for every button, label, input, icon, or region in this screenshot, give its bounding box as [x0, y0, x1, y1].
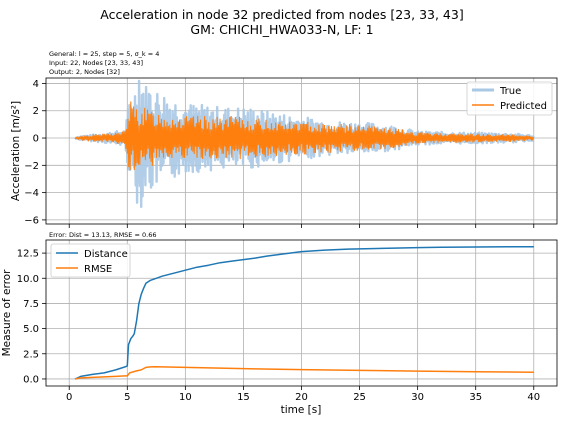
bottom-ytick-label: 2.5	[23, 349, 39, 360]
top-ytick-label: −4	[24, 188, 39, 199]
predicted-series-line	[74, 101, 535, 171]
bottom-xtick-label: 35	[469, 392, 482, 403]
info-output: Output: 2, Nodes [32]	[49, 68, 120, 76]
bottom-grid	[46, 240, 557, 386]
info-error: Error: Dist = 13.13, RMSE = 0.66	[49, 231, 156, 239]
bottom-series	[74, 245, 534, 380]
bottom-xlabel: time [s]	[281, 404, 322, 416]
legend-predicted-label: Predicted	[500, 101, 547, 112]
top-ytick-label: −2	[24, 161, 39, 172]
bottom-xtick-label: 20	[295, 392, 308, 403]
info-general: General: l = 25, step = 5, σ_k = 4	[49, 50, 159, 58]
top-series	[74, 79, 535, 209]
acceleration-panel: General: l = 25, step = 5, σ_k = 4 Input…	[10, 50, 558, 228]
bottom-xtick-label: 30	[411, 392, 424, 403]
top-ticks: 4 2 0 −2 −4 −6	[24, 79, 535, 228]
bottom-xtick-label: 15	[237, 392, 250, 403]
bottom-ytick-label: 12.5	[17, 249, 39, 260]
top-ytick-label: 2	[33, 106, 39, 117]
bottom-xtick-label: 0	[66, 392, 72, 403]
bottom-legend: Distance RMSE	[50, 243, 131, 278]
top-legend: True Predicted	[466, 81, 553, 116]
top-ytick-label: 4	[33, 79, 39, 90]
legend-rmse-label: RMSE	[84, 264, 112, 275]
info-input: Input: 22, Nodes [23, 33, 43]	[49, 59, 143, 67]
top-ytick-label: −6	[24, 215, 39, 226]
figure-title-line2: GM: CHICHI_HWA033-N, LF: 1	[190, 22, 373, 37]
bottom-xtick-label: 40	[527, 392, 540, 403]
bottom-ytick-label: 10.0	[17, 274, 39, 285]
figure-title-line1: Acceleration in node 32 predicted from n…	[100, 7, 463, 22]
top-ylabel: Acceleration [m/s²]	[10, 101, 22, 201]
bottom-ticks: 0 5 10 15 20 25 30 35 40 0.0 2.5 5.0 7.5 10.0 12.5	[17, 249, 540, 403]
bottom-xtick-label: 10	[179, 392, 192, 403]
bottom-ytick-label: 0.0	[23, 374, 39, 385]
bottom-ylabel: Measure of error	[1, 269, 13, 357]
bottom-ytick-label: 7.5	[23, 299, 39, 310]
rmse-series-line	[74, 365, 534, 380]
bottom-xtick-label: 5	[124, 392, 130, 403]
distance-series-line	[74, 245, 534, 380]
legend-distance-label: Distance	[84, 249, 128, 260]
bottom-ytick-label: 5.0	[23, 324, 39, 335]
legend-true-label: True	[499, 86, 521, 97]
bottom-xtick-label: 25	[353, 392, 366, 403]
error-panel: Error: Dist = 13.13, RMSE = 0.66 0 5 10 15 2…	[1, 231, 558, 416]
top-ytick-label: 0	[33, 134, 39, 145]
